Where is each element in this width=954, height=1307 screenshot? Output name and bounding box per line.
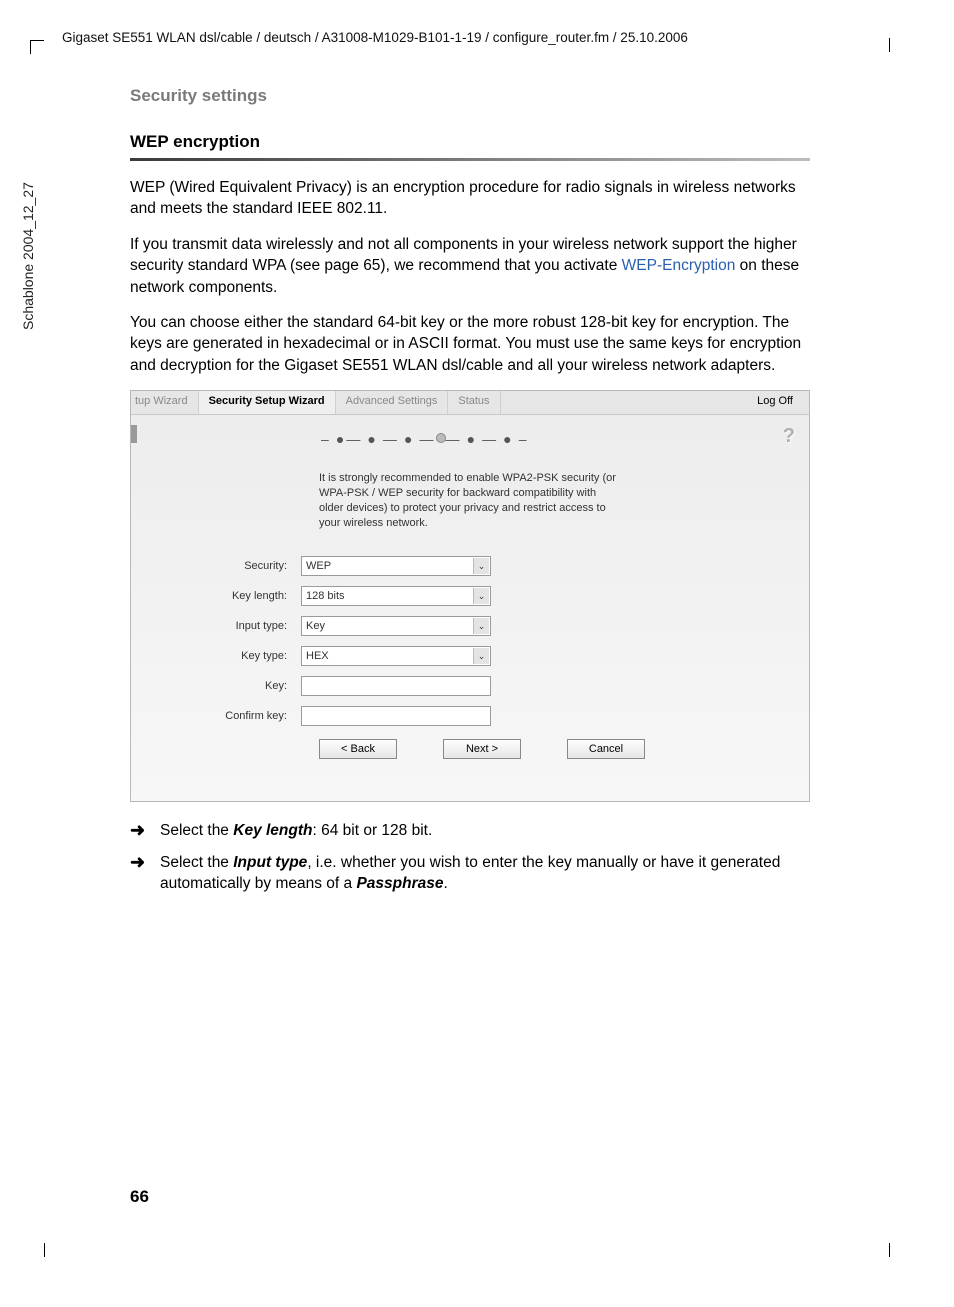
text-bold: Input type: [233, 854, 307, 871]
wizard-stepper: – ●— ● — ● —— ● — ● –: [321, 431, 529, 447]
label-key-type: Key type:: [131, 650, 301, 662]
wizard-intro-text: It is strongly recommended to enable WPA…: [319, 471, 619, 530]
text: Select the: [160, 854, 233, 871]
arrow-icon: ➜: [130, 820, 160, 842]
paragraph: You can choose either the standard 64-bi…: [130, 312, 810, 376]
text: .: [443, 875, 447, 892]
crop-mark: [30, 40, 31, 54]
text-bold: Key length: [233, 822, 312, 839]
label-input-type: Input type:: [131, 620, 301, 632]
next-button[interactable]: Next >: [443, 739, 521, 759]
side-indicator: [131, 425, 137, 443]
back-button[interactable]: < Back: [319, 739, 397, 759]
crop-mark: [44, 1243, 45, 1257]
select-value: Key: [306, 620, 325, 632]
wep-form: Security: WEP ⌄ Key length: 128 bits ⌄ Inp…: [131, 551, 809, 731]
instruction-text: Select the Input type, i.e. whether you …: [160, 852, 810, 895]
instruction-item: ➜ Select the Input type, i.e. whether yo…: [130, 852, 810, 895]
tab-advanced-settings[interactable]: Advanced Settings: [336, 391, 449, 414]
paragraph: If you transmit data wirelessly and not …: [130, 234, 810, 298]
section-title: Security settings: [130, 86, 810, 106]
title-rule: [130, 158, 810, 161]
chevron-down-icon: ⌄: [473, 588, 489, 604]
tab-setup-wizard[interactable]: tup Wizard: [131, 391, 199, 414]
cancel-button[interactable]: Cancel: [567, 739, 645, 759]
text: Select the: [160, 822, 233, 839]
router-ui-screenshot: tup Wizard Security Setup Wizard Advance…: [130, 390, 810, 802]
doc-header-path: Gigaset SE551 WLAN dsl/cable / deutsch /…: [62, 30, 884, 45]
label-key-length: Key length:: [131, 590, 301, 602]
sub-title: WEP encryption: [130, 132, 810, 152]
crop-mark: [30, 40, 44, 41]
confirm-key-input[interactable]: [301, 706, 491, 726]
template-side-label: Schablone 2004_12_27: [20, 182, 36, 330]
key-length-select[interactable]: 128 bits ⌄: [301, 586, 491, 606]
crop-mark: [889, 38, 890, 52]
select-value: WEP: [306, 560, 331, 572]
chevron-down-icon: ⌄: [473, 558, 489, 574]
select-value: 128 bits: [306, 590, 345, 602]
logoff-link[interactable]: Log Off: [757, 395, 793, 407]
chevron-down-icon: ⌄: [473, 618, 489, 634]
select-value: HEX: [306, 650, 329, 662]
help-icon[interactable]: ?: [783, 425, 795, 448]
wep-link[interactable]: WEP: [622, 257, 657, 274]
label-key: Key:: [131, 680, 301, 692]
page-content: Security settings WEP encryption WEP (Wi…: [130, 86, 810, 905]
arrow-icon: ➜: [130, 852, 160, 895]
page-number: 66: [130, 1187, 149, 1207]
encryption-link[interactable]: -Encryption: [657, 257, 735, 274]
input-type-select[interactable]: Key ⌄: [301, 616, 491, 636]
security-select[interactable]: WEP ⌄: [301, 556, 491, 576]
key-input[interactable]: [301, 676, 491, 696]
instruction-item: ➜ Select the Key length: 64 bit or 128 b…: [130, 820, 810, 842]
chevron-down-icon: ⌄: [473, 648, 489, 664]
text-bold: Passphrase: [356, 875, 443, 892]
tab-security-setup-wizard[interactable]: Security Setup Wizard: [199, 391, 336, 414]
label-security: Security:: [131, 560, 301, 572]
tab-status[interactable]: Status: [448, 391, 500, 414]
key-type-select[interactable]: HEX ⌄: [301, 646, 491, 666]
wizard-buttons: < Back Next > Cancel: [319, 739, 645, 759]
instruction-text: Select the Key length: 64 bit or 128 bit…: [160, 820, 810, 842]
text: : 64 bit or 128 bit.: [312, 822, 432, 839]
label-confirm-key: Confirm key:: [131, 710, 301, 722]
crop-mark: [889, 1243, 890, 1257]
paragraph: WEP (Wired Equivalent Privacy) is an enc…: [130, 177, 810, 220]
tab-bar: tup Wizard Security Setup Wizard Advance…: [131, 391, 809, 415]
